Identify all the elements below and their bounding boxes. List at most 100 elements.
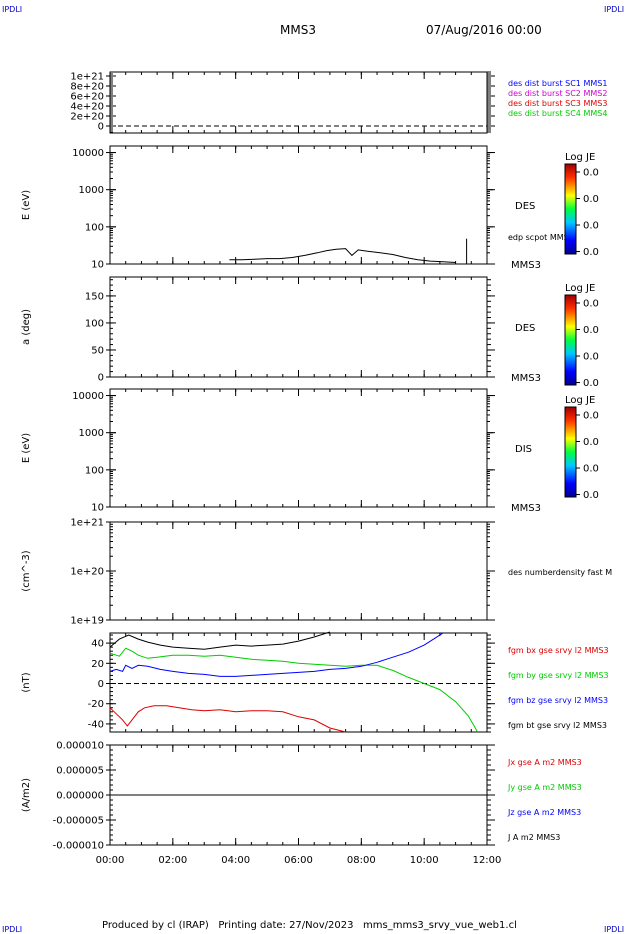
legend-entry: fgm by gse srvy l2 MMS3 bbox=[508, 671, 609, 680]
y-tick-label: 100 bbox=[85, 465, 104, 476]
time-tick-label: 10:00 bbox=[410, 855, 439, 866]
series-label: edp scpot MMS3 bbox=[508, 233, 574, 242]
legend-entry: des dist burst SC3 MMS3 bbox=[508, 99, 607, 108]
legend-entry: Jy gse A m2 MMS3 bbox=[507, 783, 582, 792]
colorbar-gradient bbox=[564, 294, 577, 386]
panel-frame bbox=[109, 521, 488, 621]
legend-entry: fgm bz gse srvy l2 MMS3 bbox=[508, 696, 608, 705]
colorbar-label: 0.0 bbox=[583, 299, 599, 310]
y-tick-label: 2e+20 bbox=[70, 112, 104, 123]
time-tick-label: 04:00 bbox=[221, 855, 250, 866]
y-axis-label: E (eV) bbox=[21, 190, 32, 220]
minor-y-ticks bbox=[110, 71, 491, 133]
legend-entry: fgm bx gse srvy l2 MMS3 bbox=[508, 646, 609, 655]
corner-label-top-left: IPDLI bbox=[2, 5, 22, 14]
legend-entry: J A m2 MMS3 bbox=[507, 833, 560, 842]
side-label: DES bbox=[515, 201, 535, 212]
side-label: DES bbox=[515, 323, 535, 334]
y-tick-label: 100 bbox=[85, 318, 104, 329]
y-tick-label: 0.000000 bbox=[56, 791, 104, 802]
panel-frame bbox=[109, 71, 488, 134]
legend-entry: Jz gse A m2 MMS3 bbox=[507, 808, 581, 817]
colorbar-label: 0.0 bbox=[583, 411, 599, 422]
panel-p5: 1e+19 1e+20 1e+21 (cm^-3) des numberdensity … bbox=[21, 518, 612, 627]
y-tick-label: -0.000010 bbox=[53, 841, 104, 852]
time-tick-label: 08:00 bbox=[347, 855, 376, 866]
side-label: DIS bbox=[515, 444, 532, 455]
colorbar-title: Log JE bbox=[565, 283, 595, 294]
panel-frame bbox=[109, 388, 488, 508]
colorbar-gradient bbox=[564, 163, 577, 255]
colorbar-label: 0.0 bbox=[583, 437, 599, 448]
legend-entry: fgm bt gse srvy l2 MMS3 bbox=[508, 721, 607, 730]
y-axis-label: (nT) bbox=[21, 672, 32, 692]
colorbar: Log JE 0.0 0.0 0.0 0.0 bbox=[564, 152, 599, 258]
colorbar-label: 0.0 bbox=[583, 490, 599, 501]
panel-frame bbox=[109, 276, 488, 378]
colorbar-label: 0.0 bbox=[583, 168, 599, 179]
y-tick-label: 8e+20 bbox=[70, 82, 104, 93]
series-line bbox=[109, 631, 331, 650]
y-tick-label: -40 bbox=[88, 719, 104, 730]
y-axis-label: (A/m2) bbox=[21, 778, 32, 812]
colorbar: Log JE 0.0 0.0 0.0 0.0 bbox=[564, 395, 599, 501]
y-tick-label: 50 bbox=[91, 345, 104, 356]
colorbar-title: Log JE bbox=[565, 152, 595, 163]
series-line bbox=[109, 705, 346, 733]
corner-label-top-right: IPDLI bbox=[604, 5, 624, 14]
y-tick-label: 0 bbox=[98, 373, 104, 384]
y-tick-label: 1e+20 bbox=[70, 567, 104, 578]
legend-entry: des dist burst SC4 MMS4 bbox=[508, 109, 607, 118]
y-tick-label: 6e+20 bbox=[70, 92, 104, 103]
legend-entry: des dist burst SC2 MMS2 bbox=[508, 89, 607, 98]
time-tick-label: 06:00 bbox=[284, 855, 313, 866]
colorbar-label: 0.0 bbox=[583, 378, 599, 389]
y-tick-label: -20 bbox=[88, 699, 104, 710]
colorbar-label: 0.0 bbox=[583, 464, 599, 475]
y-tick-label: 0 bbox=[98, 679, 104, 690]
colorbar-label: 0.0 bbox=[583, 325, 599, 336]
y-tick-label: 10 bbox=[91, 503, 104, 514]
panel-p6: -40 -20 0 20 40 (nT) fgm bx gse srvy l2 MMS3 fg… bbox=[21, 631, 609, 733]
bottom-label: MMS3 bbox=[511, 373, 541, 384]
y-tick-label: 10000 bbox=[72, 391, 104, 402]
y-tick-label: 10000 bbox=[72, 148, 104, 159]
y-tick-label: 20 bbox=[91, 659, 104, 670]
colorbar: Log JE 0.0 0.0 0.0 0.0 bbox=[564, 283, 599, 389]
y-tick-label: 0.000010 bbox=[56, 741, 104, 752]
bottom-label: MMS3 bbox=[511, 260, 541, 271]
header-spacecraft: MMS3 bbox=[280, 23, 316, 37]
series-line bbox=[109, 647, 479, 733]
colorbar-gradient bbox=[564, 406, 577, 498]
y-tick-label: 1000 bbox=[79, 428, 104, 439]
corner-label-bottom-left: IPDLI bbox=[2, 925, 22, 934]
y-tick-label: 100 bbox=[85, 222, 104, 233]
footer-text: Produced by cl (IRAP) Printing date: 27/… bbox=[102, 920, 517, 931]
header-date: 07/Aug/2016 00:00 bbox=[426, 23, 542, 37]
y-tick-label: 0.000005 bbox=[56, 766, 104, 777]
colorbar-label: 0.0 bbox=[583, 352, 599, 363]
y-tick-label: 1000 bbox=[79, 185, 104, 196]
series-line bbox=[109, 632, 444, 677]
y-tick-label: 150 bbox=[85, 291, 104, 302]
colorbar-label: 0.0 bbox=[583, 194, 599, 205]
y-axis-label: a (deg) bbox=[21, 309, 32, 345]
series-label: des numberdensity fast M bbox=[508, 568, 612, 577]
y-tick-label: 1e+21 bbox=[70, 518, 104, 529]
y-axis-label: E (eV) bbox=[21, 433, 32, 463]
panel-p2: 10 100 1000 10000 E (eV) DES MMS3 edp scpot MMS… bbox=[21, 145, 599, 271]
y-tick-label: -0.000005 bbox=[53, 816, 104, 827]
y-tick-label: 1e+19 bbox=[70, 616, 104, 627]
y-axis-label: (cm^-3) bbox=[21, 550, 32, 591]
time-tick-label: 12:00 bbox=[473, 855, 502, 866]
y-tick-label: 10 bbox=[91, 260, 104, 271]
bottom-label: MMS3 bbox=[511, 503, 541, 514]
series-line bbox=[229, 248, 456, 263]
y-tick-label: 1e+21 bbox=[70, 72, 104, 83]
time-tick-label: 02:00 bbox=[158, 855, 187, 866]
minor-y-ticks bbox=[110, 521, 493, 621]
time-tick-label: 00:00 bbox=[96, 855, 125, 866]
time-axis: 00:00 02:00 04:00 06:00 08:00 10:00 12:00 bbox=[96, 855, 502, 866]
